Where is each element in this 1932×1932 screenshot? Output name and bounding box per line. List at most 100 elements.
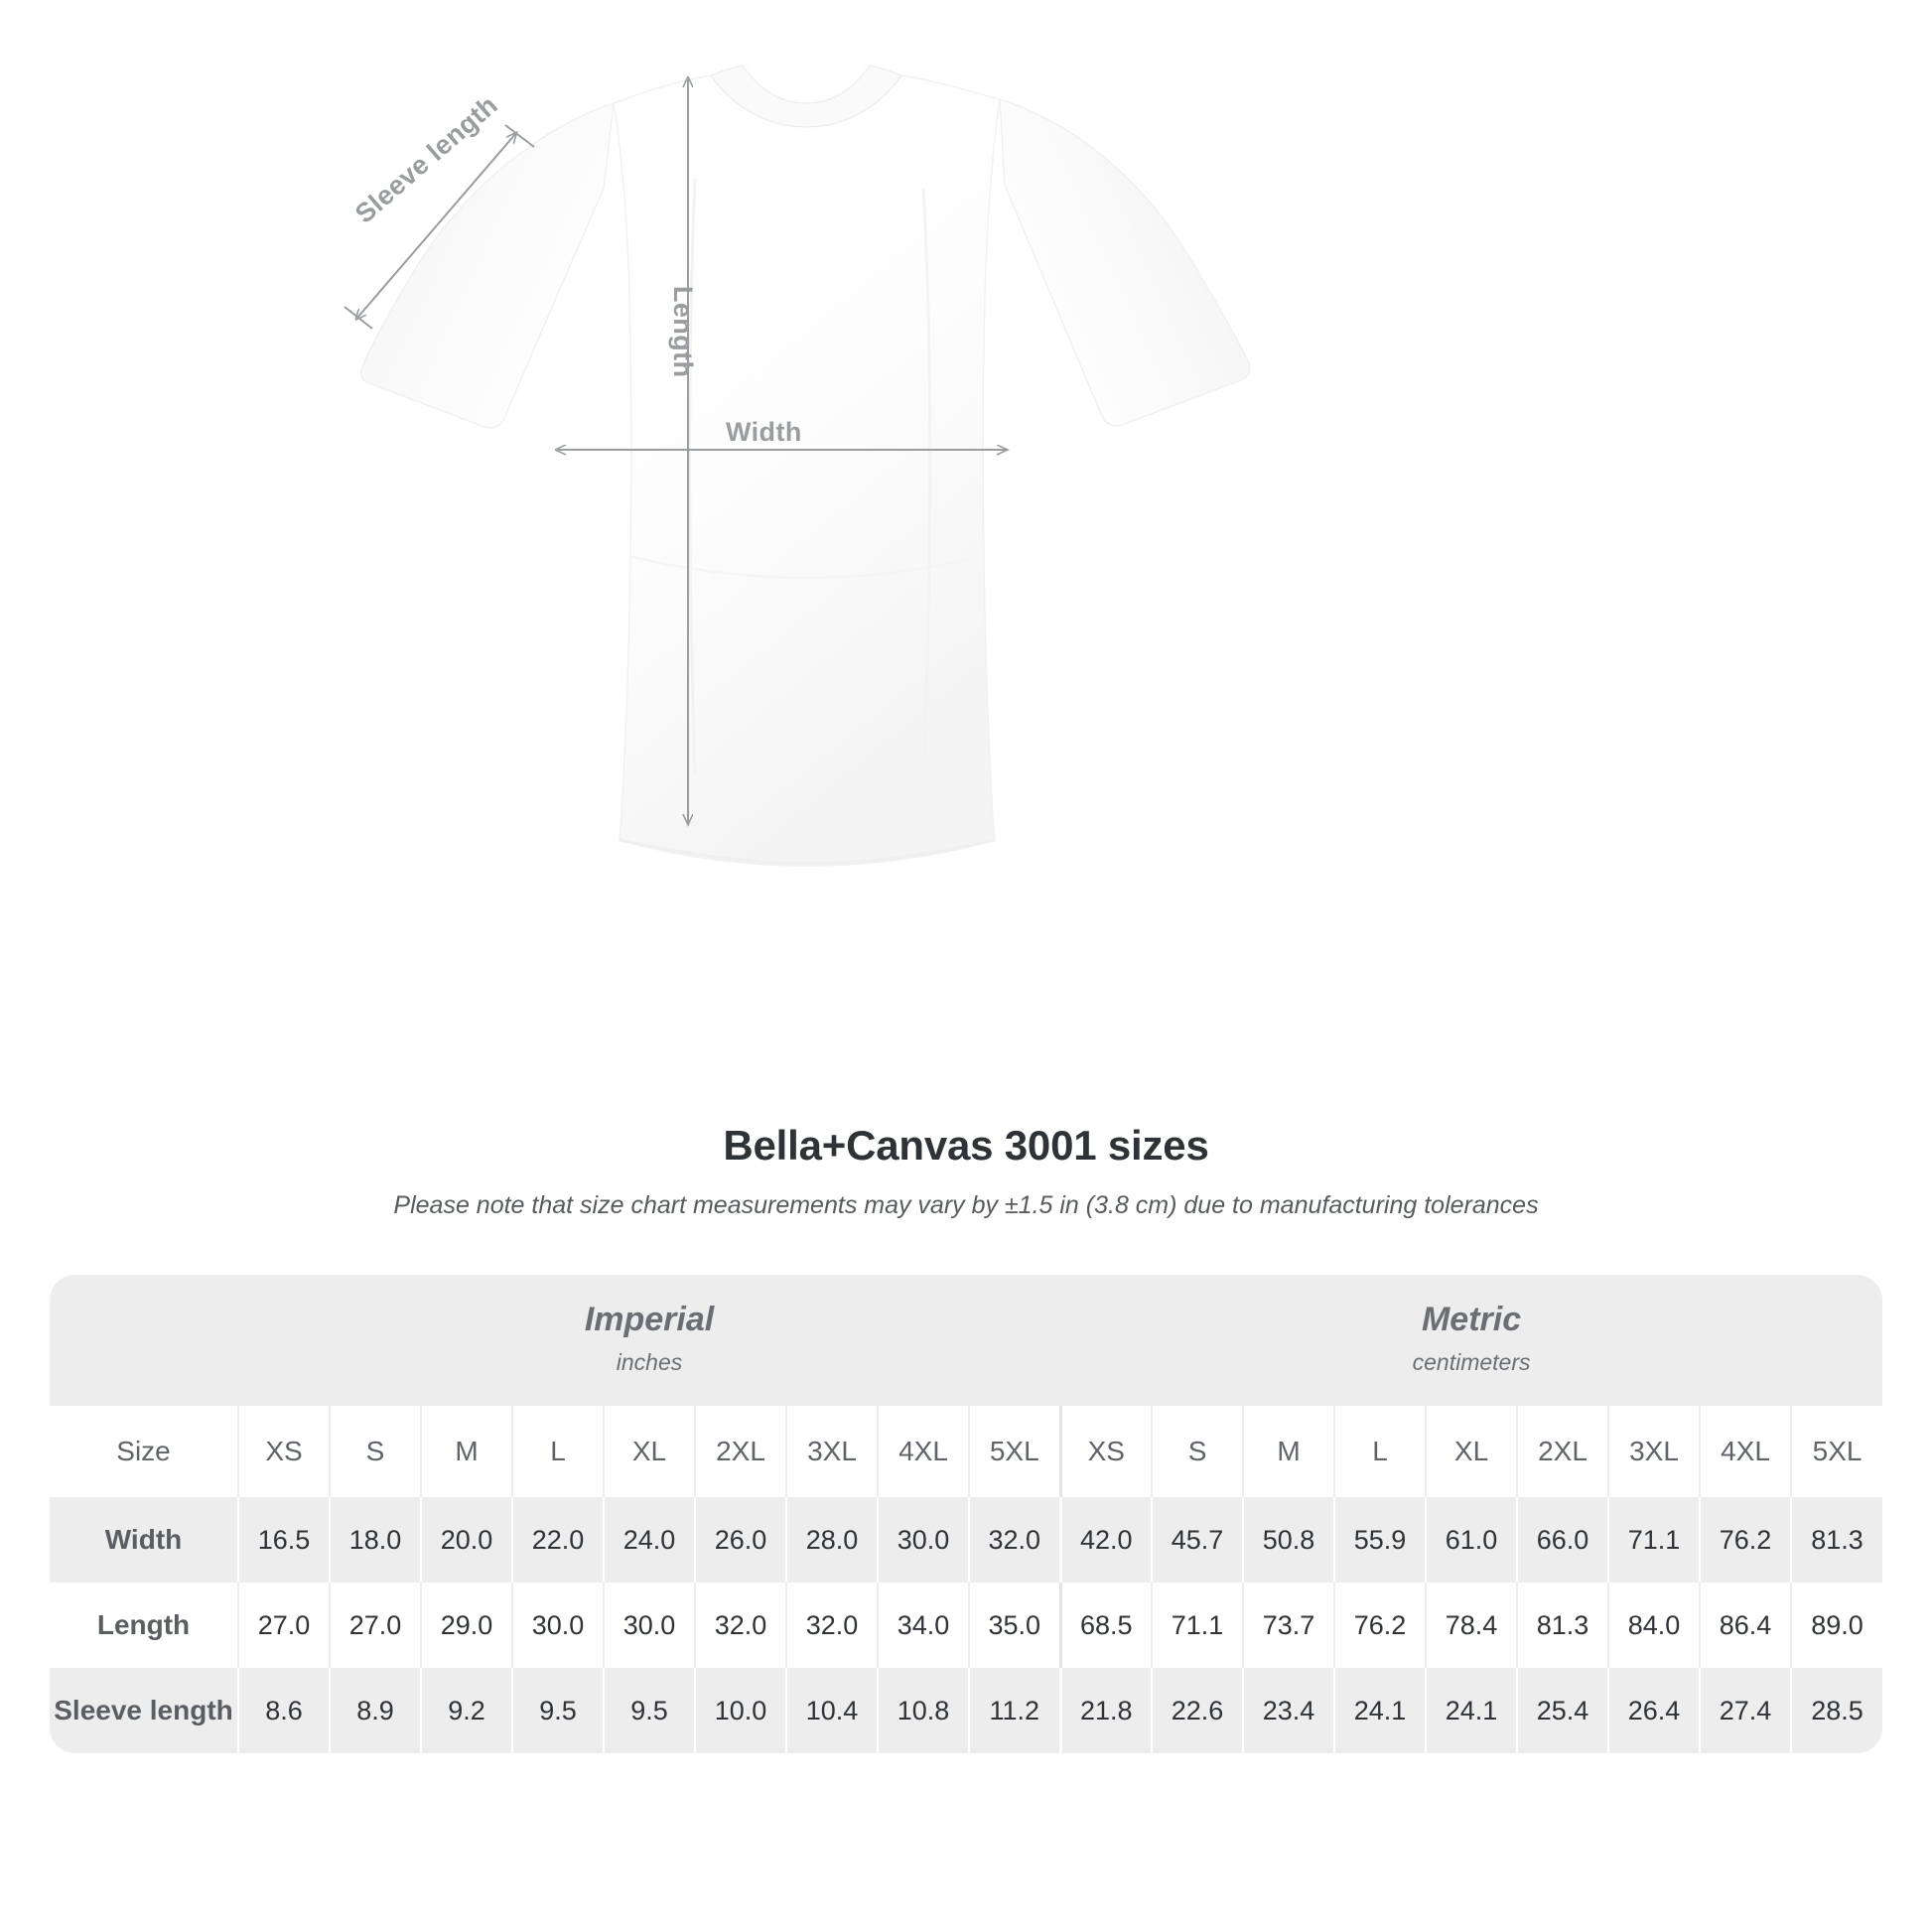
measurement-cell: 32.0 [967, 1497, 1061, 1584]
size-header-row: Size XS S M L XL 2XL 3XL 4XL 5XL XS S M L XL 2XL 3XL 4XL 5… [50, 1406, 1882, 1498]
measurement-cell: 11.2 [967, 1668, 1061, 1754]
measurement-cell: 21.8 [1058, 1668, 1153, 1754]
measurement-cell: 20.0 [420, 1497, 512, 1584]
tshirt-graphic: Sleeve length Length Width [344, 65, 1251, 867]
row-label: Length [50, 1583, 238, 1669]
size-chart-table: Imperial inches Metric centimeters Size XS S M L… [50, 1275, 1882, 1754]
measurement-cell: 29.0 [420, 1583, 512, 1669]
size-header-cell: L [511, 1406, 604, 1498]
size-header-cell: XL [603, 1406, 695, 1498]
measurement-cell: 71.1 [1151, 1583, 1244, 1669]
size-header-cell: XS [1058, 1406, 1153, 1498]
size-header-cell: M [1242, 1406, 1335, 1498]
measurement-cell: 28.0 [785, 1497, 878, 1584]
unit-group-subtitle: centimeters [1412, 1349, 1531, 1376]
measurement-cell: 45.7 [1151, 1497, 1244, 1584]
measurement-cell: 28.5 [1790, 1668, 1882, 1754]
measurement-cell: 16.5 [237, 1497, 330, 1584]
unit-group-subtitle: inches [616, 1349, 683, 1376]
tolerance-note: Please note that size chart measurements… [393, 1191, 1539, 1219]
size-header-cell: 2XL [1516, 1406, 1609, 1498]
measurement-cell: 24.1 [1333, 1668, 1427, 1754]
sleeve-length-dimension-line [344, 124, 535, 330]
measurement-cell: 26.4 [1607, 1668, 1701, 1754]
measurement-cell: 8.9 [329, 1668, 421, 1754]
table-row: Width 16.5 18.0 20.0 22.0 24.0 26.0 28.0 30.0 32.… [50, 1497, 1882, 1584]
measurement-cell: 26.0 [694, 1497, 786, 1584]
measurement-cell: 55.9 [1333, 1497, 1427, 1584]
measurement-cell: 24.0 [603, 1497, 695, 1584]
measurement-cell: 68.5 [1058, 1583, 1153, 1669]
table-row: Length 27.0 27.0 29.0 30.0 30.0 32.0 32.0 34.0 35… [50, 1583, 1882, 1669]
size-header-cell: 3XL [1607, 1406, 1701, 1498]
measurement-cell: 30.0 [603, 1583, 695, 1669]
size-header-cell: 5XL [967, 1406, 1061, 1498]
measurement-cell: 76.2 [1333, 1583, 1427, 1669]
measurement-cell: 86.4 [1699, 1583, 1792, 1669]
size-header-cell: XS [237, 1406, 330, 1498]
unit-group-metric: Metric centimeters [1060, 1275, 1882, 1407]
unit-group-name: Imperial [584, 1301, 715, 1338]
table-row: Sleeve length 8.6 8.9 9.2 9.5 9.5 10.0 10.4 10.8… [50, 1668, 1882, 1754]
tshirt-illustration: Sleeve length Length Width [344, 65, 1251, 867]
measurement-cell: 9.5 [511, 1668, 604, 1754]
row-label: Sleeve length [50, 1668, 238, 1754]
measurement-cell: 22.6 [1151, 1668, 1244, 1754]
measurement-cell: 10.4 [785, 1668, 878, 1754]
measurement-cell: 25.4 [1516, 1668, 1609, 1754]
size-header-cell: 4XL [877, 1406, 969, 1498]
size-header-cell: 4XL [1699, 1406, 1792, 1498]
measurement-cell: 66.0 [1516, 1497, 1609, 1584]
measurement-cell: 24.1 [1425, 1668, 1518, 1754]
measurement-cell: 22.0 [511, 1497, 604, 1584]
size-header-cell: 5XL [1790, 1406, 1882, 1498]
measurement-cell: 32.0 [694, 1583, 786, 1669]
measurement-cell: 42.0 [1058, 1497, 1153, 1584]
measurement-cell: 81.3 [1516, 1583, 1609, 1669]
measurement-cell: 9.5 [603, 1668, 695, 1754]
page-title: Bella+Canvas 3001 sizes [723, 1122, 1209, 1169]
size-header-cell: 2XL [694, 1406, 786, 1498]
size-header-cell: 3XL [785, 1406, 878, 1498]
size-header-cell: XL [1425, 1406, 1518, 1498]
tshirt-svg [344, 65, 1251, 867]
measurement-cell: 27.4 [1699, 1668, 1792, 1754]
measurement-cell: 18.0 [329, 1497, 421, 1584]
measurement-cell: 84.0 [1607, 1583, 1701, 1669]
size-header-cell: S [329, 1406, 421, 1498]
measurement-cell: 89.0 [1790, 1583, 1882, 1669]
measurement-cell: 61.0 [1425, 1497, 1518, 1584]
width-label: Width [726, 417, 802, 447]
measurement-cell: 9.2 [420, 1668, 512, 1754]
row-label: Width [50, 1497, 238, 1584]
unit-header-spacer [50, 1275, 238, 1407]
unit-group-name: Metric [1421, 1301, 1522, 1338]
size-header-cell: L [1333, 1406, 1427, 1498]
size-header-cell: S [1151, 1406, 1244, 1498]
size-column-header: Size [50, 1406, 238, 1498]
measurement-cell: 27.0 [237, 1583, 330, 1669]
measurement-cell: 35.0 [967, 1583, 1061, 1669]
measurement-cell: 71.1 [1607, 1497, 1701, 1584]
measurement-cell: 30.0 [511, 1583, 604, 1669]
size-chart-table-container: Imperial inches Metric centimeters Size XS S M L… [50, 1275, 1882, 1754]
measurement-cell: 73.7 [1242, 1583, 1335, 1669]
measurement-cell: 76.2 [1699, 1497, 1792, 1584]
measurement-cell: 32.0 [785, 1583, 878, 1669]
measurement-cell: 27.0 [329, 1583, 421, 1669]
measurement-cell: 30.0 [877, 1497, 969, 1584]
tshirt-body-shape [359, 65, 1251, 867]
measurement-cell: 50.8 [1242, 1497, 1335, 1584]
chart-heading-block: Bella+Canvas 3001 sizes Please note that… [0, 1122, 1932, 1220]
measurement-cell: 10.8 [877, 1668, 969, 1754]
measurement-cell: 10.0 [694, 1668, 786, 1754]
length-label: Length [668, 286, 698, 378]
measurement-cell: 23.4 [1242, 1668, 1335, 1754]
measurement-cell: 34.0 [877, 1583, 969, 1669]
measurement-cell: 81.3 [1790, 1497, 1882, 1584]
unit-group-imperial: Imperial inches [238, 1275, 1061, 1407]
measurement-cell: 78.4 [1425, 1583, 1518, 1669]
size-header-cell: M [420, 1406, 512, 1498]
measurement-cell: 8.6 [237, 1668, 330, 1754]
